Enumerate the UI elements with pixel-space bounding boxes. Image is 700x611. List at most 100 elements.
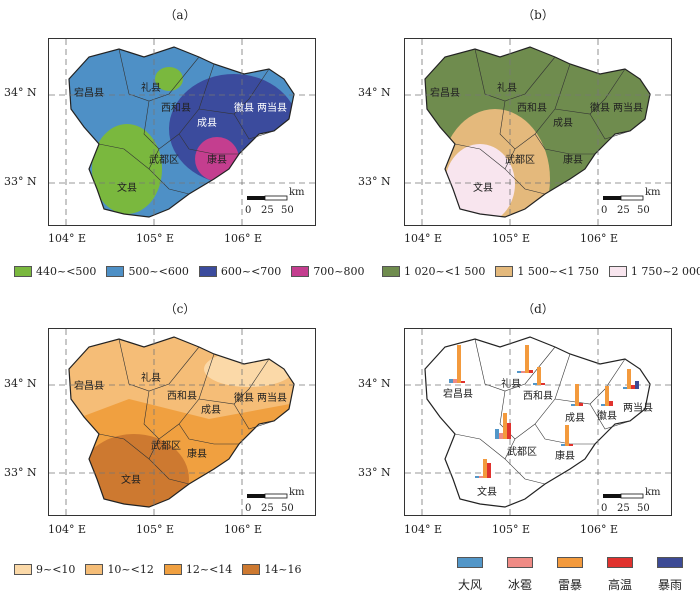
scale-unit-d: km — [645, 487, 661, 498]
county-wenxian-b: 文县 — [473, 183, 493, 194]
lat-34-c: 34° N — [4, 377, 37, 390]
county-wenxian-a: 文县 — [117, 183, 137, 194]
legend-label-a4: 700~800 — [313, 265, 365, 278]
legend-swatch-a2 — [106, 266, 125, 277]
county-lixian-b: 礼县 — [497, 83, 517, 94]
legend-label-a2: 500~<600 — [128, 265, 189, 278]
county-lixian-d: 礼县 — [501, 379, 521, 390]
map-svg-d — [405, 329, 671, 515]
scale-0-a: 0 — [245, 205, 252, 216]
legend-c: 9~<10 10~<12 12~<14 14~16 — [14, 563, 312, 576]
zone-1750-2000 — [445, 144, 515, 217]
legend-label-d3: 雷暴 — [557, 578, 582, 592]
panel-label-d: （d） — [522, 302, 554, 316]
legend-label-b3: 1 750~2 000 — [630, 265, 700, 278]
lon-106-b: 106° E — [580, 232, 619, 245]
county-dangchang-d: 宕昌县 — [443, 389, 473, 400]
legend-label-d5: 暴雨 — [657, 578, 682, 592]
county-wudu-a: 武都区 — [149, 155, 179, 166]
bars-wudu — [495, 413, 511, 439]
county-wenxian-c: 文县 — [121, 475, 141, 486]
county-huixian-c: 徽县 — [234, 393, 254, 404]
county-kangxian-d: 康县 — [555, 451, 575, 462]
legend-label-b2: 1 500~<1 750 — [517, 265, 599, 278]
bars-dangchang — [449, 345, 465, 383]
scale-50-a: 50 — [281, 205, 294, 216]
scale-unit-c: km — [289, 487, 305, 498]
legend-label-c1: 9~<10 — [36, 563, 76, 576]
lat-34-d: 34° N — [358, 377, 391, 390]
county-huixian-b: 徽县 — [590, 103, 610, 114]
lat-33-a: 33° N — [4, 175, 37, 188]
scale-0-d: 0 — [601, 503, 608, 514]
legend-swatch-d3 — [557, 557, 583, 568]
county-liangdang-b: 两当县 — [613, 103, 643, 114]
lon-106-c: 106° E — [224, 523, 263, 536]
lon-106-a: 106° E — [224, 232, 263, 245]
lon-106-d: 106° E — [580, 523, 619, 536]
map-frame-b: 宕昌县 礼县 西和县 徽县 两当县 成县 武都区 康县 文县 km 0 25 5… — [404, 38, 672, 226]
zone-9-10 — [204, 351, 294, 387]
legend-label-a1: 440~<500 — [36, 265, 97, 278]
county-wudu-b: 武都区 — [505, 155, 535, 166]
lat-33-c: 33° N — [4, 466, 37, 479]
lon-104-a: 104° E — [48, 232, 87, 245]
county-kangxian-c: 康县 — [187, 449, 207, 460]
map-frame-d: 宕昌县 礼县 西和县 徽县 两当县 成县 武都区 康县 文县 km 0 25 5… — [404, 328, 672, 516]
county-chengxian-a: 成县 — [197, 118, 217, 129]
legend-swatch-a3 — [198, 266, 217, 277]
legend-swatch-a1 — [14, 266, 32, 277]
legend-a: 440~<500 500~<600 600~<700 700~800 — [14, 265, 375, 278]
legend-swatch-d1 — [457, 557, 483, 568]
bars-liangdang — [623, 369, 639, 389]
county-xihe-d: 西和县 — [523, 391, 553, 402]
lon-105-d: 105° E — [492, 523, 531, 536]
scale-25-a: 25 — [261, 205, 274, 216]
bars-xihe — [533, 367, 545, 385]
bars-chengxian — [571, 384, 583, 406]
legend-label-d1: 大风 — [457, 578, 482, 592]
county-wenxian-d: 文县 — [477, 487, 497, 498]
legend-swatch-c1 — [14, 564, 32, 575]
bars-wenxian — [475, 459, 491, 478]
zone-440-500-south — [92, 124, 162, 214]
scale-50-d: 50 — [637, 503, 650, 514]
county-xihe-c: 西和县 — [167, 391, 197, 402]
county-kangxian-b: 康县 — [563, 155, 583, 166]
legend-b: 1 020~<1 500 1 500~<1 750 1 750~2 000 — [382, 265, 700, 278]
lon-104-c: 104° E — [48, 523, 87, 536]
lat-34-b: 34° N — [358, 86, 391, 99]
legend-swatch-d4 — [607, 557, 633, 568]
legend-swatch-b1 — [382, 266, 400, 277]
lon-105-a: 105° E — [136, 232, 175, 245]
legend-label-d2: 冰雹 — [507, 578, 532, 592]
scale-25-b: 25 — [617, 205, 630, 216]
legend-label-c3: 12~<14 — [185, 563, 233, 576]
county-wudu-d: 武都区 — [507, 447, 537, 458]
legend-swatch-c2 — [85, 564, 104, 575]
lat-34-a: 34° N — [4, 86, 37, 99]
map-svg-b — [405, 39, 671, 225]
scale-unit-a: km — [289, 187, 305, 198]
legend-label-c4: 14~16 — [264, 563, 302, 576]
county-lixian-c: 礼县 — [141, 373, 161, 384]
scale-0-b: 0 — [601, 205, 608, 216]
county-wudu-c: 武都区 — [151, 441, 181, 452]
scale-50-b: 50 — [637, 205, 650, 216]
scale-50-c: 50 — [281, 503, 294, 514]
county-dangchang-c: 宕昌县 — [74, 381, 104, 392]
map-frame-c: 宕昌县 礼县 西和县 徽县 两当县 成县 武都区 康县 文县 km 0 25 5… — [48, 328, 316, 516]
county-lixian-a: 礼县 — [141, 83, 161, 94]
panel-label-a: （a） — [164, 8, 196, 22]
legend-label-d4: 高温 — [607, 578, 632, 592]
legend-label-a3: 600~<700 — [220, 265, 282, 278]
legend-swatch-c3 — [163, 564, 182, 575]
county-chengxian-c: 成县 — [201, 405, 221, 416]
panel-label-b: （b） — [522, 8, 554, 22]
scale-25-d: 25 — [617, 503, 630, 514]
county-huixian-a: 徽县 — [234, 103, 254, 114]
legend-swatch-a4 — [291, 266, 310, 277]
legend-label-c2: 10~<12 — [107, 563, 154, 576]
county-dangchang-a: 宕昌县 — [74, 88, 104, 99]
lon-105-b: 105° E — [492, 232, 531, 245]
